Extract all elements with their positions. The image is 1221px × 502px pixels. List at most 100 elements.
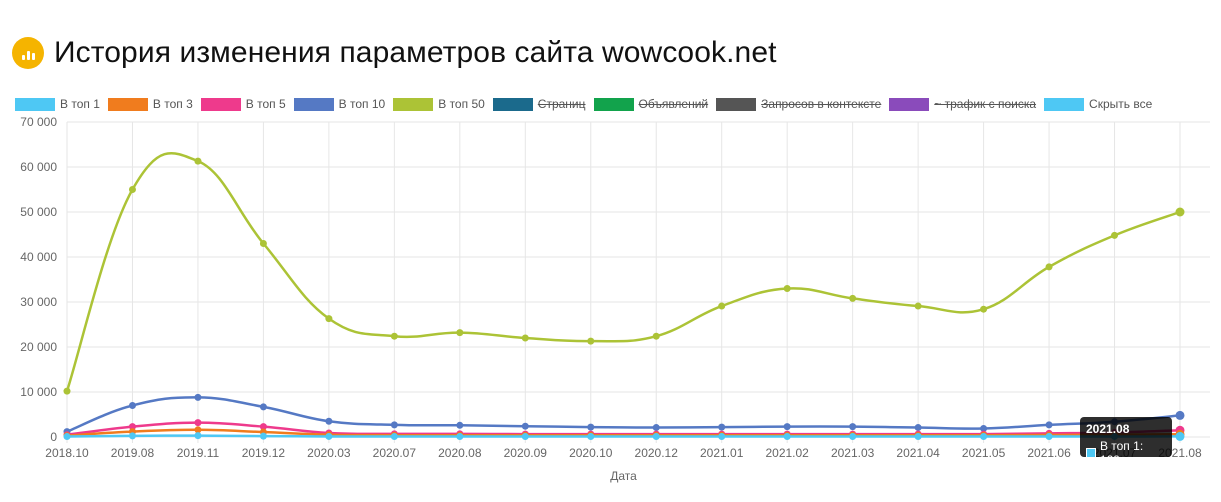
y-tick-label: 60 000 — [20, 160, 57, 174]
legend-swatch — [593, 97, 634, 111]
y-tick-label: 20 000 — [20, 340, 57, 354]
data-point — [587, 433, 595, 441]
data-point — [783, 423, 791, 431]
page-title: История изменения параметров сайта wowco… — [54, 36, 777, 69]
series-line — [66, 434, 1181, 438]
data-point — [194, 157, 202, 165]
y-tick-label: 10 000 — [20, 385, 57, 399]
legend-item[interactable]: В топ 5 — [200, 97, 286, 111]
x-tick-label: 2020.07 — [373, 446, 417, 460]
data-point — [128, 402, 136, 409]
y-tick-label: 70 000 — [20, 115, 57, 129]
legend-label: ~ трафик с поиска — [934, 97, 1037, 111]
data-point — [652, 424, 660, 432]
data-point — [652, 332, 660, 340]
legend-item[interactable]: Страниц — [492, 97, 586, 111]
data-point — [390, 421, 398, 429]
data-point — [1045, 421, 1053, 429]
legend-swatch — [716, 97, 757, 111]
data-point — [456, 329, 464, 337]
data-point — [128, 186, 136, 193]
tooltip-title: 2021.08 — [1086, 422, 1130, 436]
chart-tooltip: 2021.08 В топ 1: 129 — [1080, 417, 1172, 467]
x-tick-label: 2020.08 — [438, 446, 482, 460]
data-point — [914, 424, 922, 432]
legend-label: Запросов в контексте — [761, 97, 882, 111]
x-tick-label: 2020.03 — [307, 446, 351, 460]
legend-item[interactable]: В топ 3 — [107, 97, 193, 111]
data-point — [521, 422, 529, 430]
y-tick-label: 30 000 — [20, 295, 57, 309]
tooltip-text: В топ 1: 129 — [1099, 439, 1144, 467]
data-point — [521, 334, 529, 342]
data-point — [390, 433, 398, 441]
data-point — [587, 423, 595, 431]
legend-label: Скрыть все — [1089, 97, 1153, 111]
legend-item[interactable]: Скрыть все — [1044, 97, 1152, 111]
chart-legend: В топ 1 В топ 3 В топ 5 В топ 10 В топ 50 Стр… — [15, 97, 1160, 111]
data-point — [521, 433, 529, 441]
data-point — [783, 285, 791, 292]
x-axis-label: Дата — [610, 469, 637, 483]
x-tick-label: 2019.11 — [177, 446, 220, 460]
data-point — [63, 433, 71, 441]
legend-item[interactable]: Объявлений — [593, 97, 709, 111]
data-point — [194, 419, 202, 427]
x-tick-label: 2021.05 — [962, 446, 1006, 460]
data-point — [325, 432, 333, 440]
bar-chart-icon — [12, 37, 44, 69]
legend-swatch — [492, 97, 533, 111]
x-tick-label: 2021.03 — [831, 446, 875, 460]
data-point — [259, 403, 267, 411]
series-line — [65, 151, 1181, 392]
data-point — [849, 433, 857, 441]
data-point — [456, 421, 464, 429]
legend-item[interactable]: В топ 10 — [293, 97, 386, 111]
tooltip-swatch — [1086, 448, 1096, 458]
legend-swatch — [200, 97, 241, 111]
x-tick-label: 2021.06 — [1027, 446, 1071, 460]
y-tick-label: 0 — [50, 430, 57, 444]
data-point — [259, 432, 267, 440]
legend-swatch — [15, 97, 55, 111]
legend-item[interactable]: В топ 1 — [15, 97, 100, 111]
data-point — [259, 423, 267, 431]
data-point — [325, 315, 333, 323]
data-point — [652, 433, 660, 441]
x-tick-label: 2021.04 — [896, 446, 940, 460]
data-point — [914, 433, 922, 441]
legend-item[interactable]: Запросов в контексте — [716, 97, 881, 111]
x-tick-label: 2021.02 — [765, 446, 809, 460]
legend-swatch — [107, 97, 148, 111]
data-point — [718, 302, 726, 310]
data-point — [718, 423, 726, 431]
data-point — [194, 432, 202, 440]
legend-item[interactable]: В топ 50 — [393, 97, 485, 111]
x-tick-label: 2020.10 — [569, 446, 613, 460]
data-point — [390, 332, 398, 340]
legend-item[interactable]: ~ трафик с поиска — [889, 97, 1036, 111]
y-tick-label: 50 000 — [20, 205, 57, 219]
series-line — [66, 396, 1181, 433]
data-point — [718, 433, 726, 441]
data-point — [849, 423, 857, 431]
legend-label: Объявлений — [638, 97, 709, 111]
series-line — [66, 428, 1181, 437]
data-point — [980, 424, 988, 432]
legend-swatch — [1044, 97, 1085, 111]
x-tick-label: 2020.12 — [635, 446, 679, 460]
data-point — [128, 432, 136, 440]
data-point — [914, 302, 922, 310]
data-point — [194, 426, 202, 434]
data-point — [1111, 231, 1119, 239]
data-point — [980, 305, 988, 313]
data-point — [63, 387, 71, 395]
data-point — [1045, 433, 1053, 441]
x-tick-label: 2018.10 — [45, 446, 89, 460]
data-point — [456, 433, 464, 441]
data-point — [587, 337, 595, 345]
legend-label: В топ 5 — [245, 97, 286, 111]
data-point — [1175, 410, 1185, 420]
legend-label: В топ 10 — [338, 97, 386, 111]
